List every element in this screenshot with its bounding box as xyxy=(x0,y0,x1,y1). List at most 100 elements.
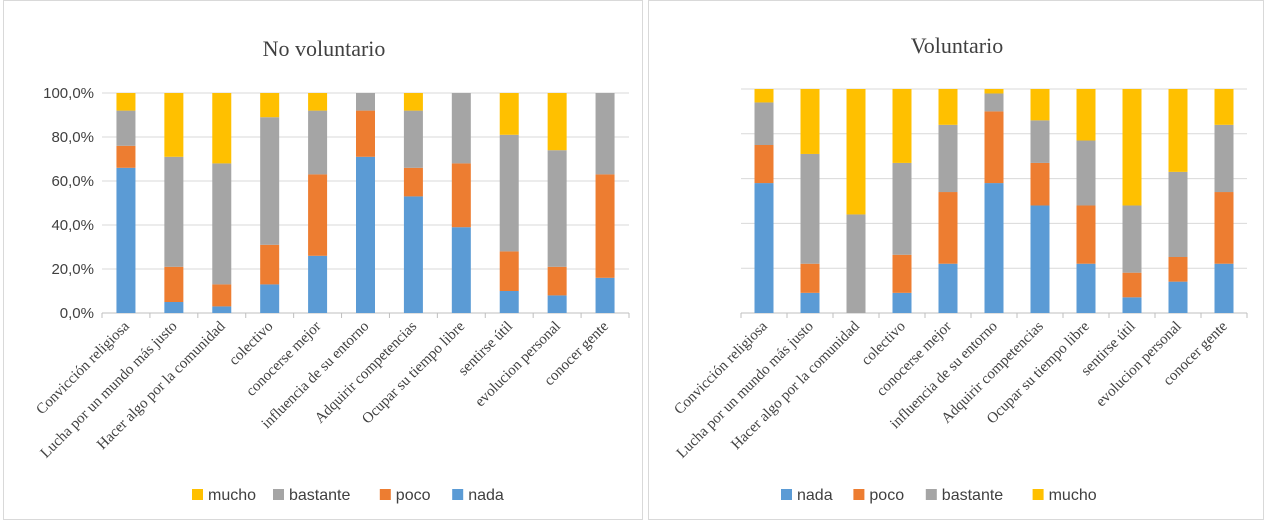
bar-poco-conocerse-mejor xyxy=(939,192,958,264)
bar-poco-evolucion-personal xyxy=(1169,257,1188,282)
legend-label-poco: poco xyxy=(869,487,904,504)
bar-poco-conocer-gente xyxy=(596,174,615,277)
bar-poco-conocerse-mejor xyxy=(308,174,327,255)
bar-mucho-lucha-por-un-mundo-mas-justo xyxy=(164,93,183,157)
legend-label-bastante: bastante xyxy=(289,487,350,504)
bar-mucho-colectivo xyxy=(260,93,279,117)
bar-poco-evolucion-personal xyxy=(548,267,567,296)
bar-bastante-conviccion-religiosa xyxy=(755,102,774,145)
legend-swatch-nada xyxy=(452,489,463,500)
bar-nada-influencia-de-su-entorno xyxy=(356,157,375,313)
bar-poco-ocupar-su-tiempo-libre xyxy=(452,163,471,227)
category-label-evolucion-personal: evolucion personal xyxy=(1093,319,1185,411)
y-tick-label: 60,0% xyxy=(51,173,94,190)
chart-panel-no-voluntario: No voluntario 0,0% 20,0% 40,0% 60,0% 80,0% 100… xyxy=(3,0,643,520)
category-label-evolucion-personal: evolucion personal xyxy=(472,319,564,411)
bar-bastante-colectivo xyxy=(893,163,912,255)
bar-nada-conviccion-religiosa xyxy=(755,183,774,313)
bar-nada-conocer-gente xyxy=(596,278,615,313)
bar-bastante-adquirir-competencias xyxy=(404,111,423,168)
bar-bastante-lucha-por-un-mundo-mas-justo xyxy=(801,154,820,264)
bar-mucho-conviccion-religiosa xyxy=(116,93,135,111)
y-tick-label: 40,0% xyxy=(51,217,94,234)
bar-bastante-hacer-algo-por-la-comunidad xyxy=(212,163,231,284)
bar-nada-conviccion-religiosa xyxy=(116,168,135,313)
bar-nada-ocupar-su-tiempo-libre xyxy=(452,227,471,313)
bar-mucho-evolucion-personal xyxy=(548,93,567,150)
bar-poco-conocer-gente xyxy=(1215,192,1234,264)
bar-nada-adquirir-competencias xyxy=(1031,205,1050,313)
bar-mucho-conocerse-mejor xyxy=(308,93,327,111)
bar-nada-hacer-algo-por-la-comunidad xyxy=(212,306,231,313)
bar-mucho-sentirse-util xyxy=(500,93,519,135)
legend-label-bastante: bastante xyxy=(942,487,1003,504)
bar-nada-conocerse-mejor xyxy=(308,256,327,313)
bar-bastante-lucha-por-un-mundo-mas-justo xyxy=(164,157,183,267)
bar-nada-colectivo xyxy=(260,284,279,313)
category-label-conviccion-religiosa: Convicción religiosa xyxy=(33,318,133,418)
bar-mucho-ocupar-su-tiempo-libre xyxy=(1077,89,1096,141)
bar-mucho-hacer-algo-por-la-comunidad xyxy=(212,93,231,163)
bar-bastante-ocupar-su-tiempo-libre xyxy=(452,93,471,163)
bar-mucho-sentirse-util xyxy=(1123,89,1142,205)
bar-poco-colectivo xyxy=(260,245,279,285)
chart-title: Voluntario xyxy=(911,33,1003,58)
legend-swatch-nada xyxy=(781,489,792,500)
bar-nada-conocerse-mejor xyxy=(939,264,958,313)
y-tick-label: 0,0% xyxy=(60,305,94,322)
bar-poco-ocupar-su-tiempo-libre xyxy=(1077,205,1096,263)
bar-bastante-hacer-algo-por-la-comunidad xyxy=(847,214,866,313)
bar-bastante-conocerse-mejor xyxy=(308,111,327,175)
bar-bastante-colectivo xyxy=(260,117,279,245)
bar-bastante-conocer-gente xyxy=(596,93,615,174)
bar-bastante-influencia-de-su-entorno xyxy=(356,93,375,111)
bar-poco-lucha-por-un-mundo-mas-justo xyxy=(164,267,183,302)
bar-poco-influencia-de-su-entorno xyxy=(356,111,375,157)
bar-mucho-conocer-gente xyxy=(1215,89,1234,125)
bar-mucho-influencia-de-su-entorno xyxy=(985,89,1004,93)
bar-bastante-sentirse-util xyxy=(500,135,519,252)
legend-swatch-bastante xyxy=(273,489,284,500)
bar-poco-sentirse-util xyxy=(500,251,519,291)
y-tick-label: 80,0% xyxy=(51,129,94,146)
bar-mucho-evolucion-personal xyxy=(1169,89,1188,172)
bar-mucho-colectivo xyxy=(893,89,912,163)
category-label-colectivo: colectivo xyxy=(226,319,276,369)
bar-bastante-evolucion-personal xyxy=(1169,172,1188,257)
bar-nada-ocupar-su-tiempo-libre xyxy=(1077,264,1096,313)
bar-mucho-adquirir-competencias xyxy=(404,93,423,111)
legend-label-nada: nada xyxy=(468,487,504,504)
bar-poco-influencia-de-su-entorno xyxy=(985,111,1004,183)
bar-nada-conocer-gente xyxy=(1215,264,1234,313)
bar-bastante-adquirir-competencias xyxy=(1031,120,1050,163)
bar-mucho-conocerse-mejor xyxy=(939,89,958,125)
legend-swatch-mucho xyxy=(192,489,203,500)
bar-bastante-conocer-gente xyxy=(1215,125,1234,192)
bar-poco-conviccion-religiosa xyxy=(116,146,135,168)
y-tick-label: 20,0% xyxy=(51,261,94,278)
bar-mucho-adquirir-competencias xyxy=(1031,89,1050,120)
bar-poco-conviccion-religiosa xyxy=(755,145,774,183)
chart-no-voluntario: No voluntario 0,0% 20,0% 40,0% 60,0% 80,0% 100… xyxy=(4,1,644,521)
bar-poco-lucha-por-un-mundo-mas-justo xyxy=(801,264,820,293)
bar-nada-colectivo xyxy=(893,293,912,313)
bar-mucho-lucha-por-un-mundo-mas-justo xyxy=(801,89,820,154)
legend-label-poco: poco xyxy=(396,487,431,504)
bar-mucho-conviccion-religiosa xyxy=(755,89,774,102)
bar-nada-evolucion-personal xyxy=(548,295,567,313)
chart-panel-voluntario: Voluntario Convicción religiosa Lucha por … xyxy=(648,0,1264,520)
legend-swatch-bastante xyxy=(926,489,937,500)
legend-swatch-poco xyxy=(853,489,864,500)
bar-bastante-evolucion-personal xyxy=(548,150,567,267)
bar-nada-lucha-por-un-mundo-mas-justo xyxy=(801,293,820,313)
legend-swatch-mucho xyxy=(1033,489,1044,500)
bar-nada-sentirse-util xyxy=(1123,297,1142,313)
bar-nada-influencia-de-su-entorno xyxy=(985,183,1004,313)
bar-nada-adquirir-competencias xyxy=(404,196,423,313)
bar-poco-hacer-algo-por-la-comunidad xyxy=(212,284,231,306)
bar-bastante-conviccion-religiosa xyxy=(116,111,135,146)
bar-poco-adquirir-competencias xyxy=(1031,163,1050,206)
bar-bastante-conocerse-mejor xyxy=(939,125,958,192)
chart-title: No voluntario xyxy=(263,36,386,61)
